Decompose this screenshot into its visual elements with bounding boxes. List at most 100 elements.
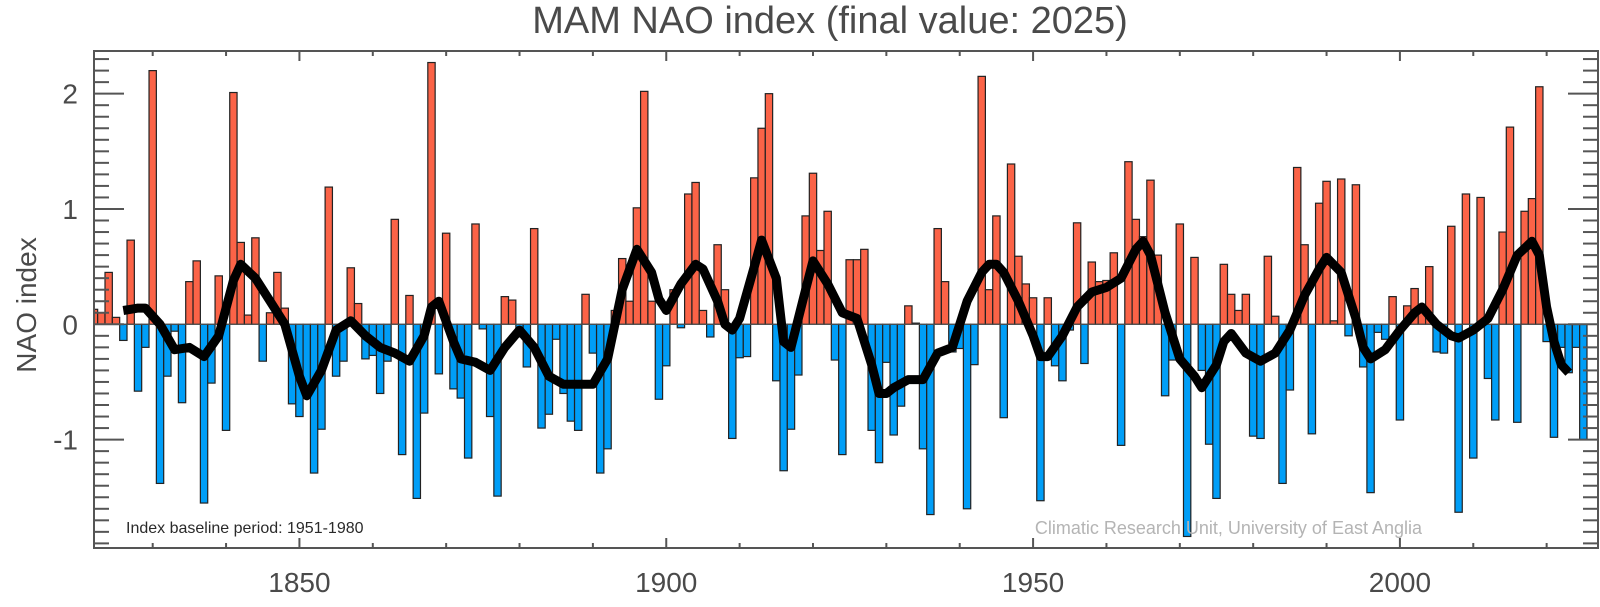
bar-negative <box>1380 323 1390 340</box>
bar-positive <box>500 296 510 325</box>
plot-frame <box>93 50 1599 549</box>
x-tick-label: 1950 <box>1002 567 1064 598</box>
bar-positive <box>940 281 950 325</box>
bar-positive <box>808 172 818 325</box>
smoothed-line <box>122 235 1573 401</box>
y-tick-labels: -1 0 1 2 <box>53 79 78 456</box>
bar-positive <box>1263 255 1273 325</box>
bar-negative <box>375 323 385 395</box>
bar-positive <box>581 293 590 325</box>
bar-negative <box>838 323 847 456</box>
bar-positive <box>1336 178 1346 325</box>
bar-positive <box>405 294 414 325</box>
bar-negative <box>1571 323 1581 348</box>
x-tick-labels: 1850 1900 1950 2000 <box>268 567 1431 598</box>
bar-negative <box>896 323 906 407</box>
bar-positive <box>860 248 869 325</box>
axes-group <box>93 50 1599 549</box>
y-tick-label: -1 <box>53 425 78 456</box>
bar-positive <box>148 70 157 325</box>
bar-positive <box>1461 193 1471 325</box>
bar-positive <box>1190 256 1199 325</box>
bar-negative <box>1344 323 1353 337</box>
bar-negative <box>1197 323 1207 372</box>
bar-negative <box>566 323 576 422</box>
x-tick-label: 1850 <box>268 567 330 598</box>
bar-negative <box>706 323 715 338</box>
bar-negative <box>170 323 179 332</box>
bar-negative <box>970 323 979 366</box>
bar-positive <box>1234 309 1243 325</box>
bar-negative <box>742 323 752 358</box>
y-tick-label: 0 <box>62 309 78 340</box>
bar-positive <box>1226 293 1236 325</box>
y-tick-label: 1 <box>62 194 78 225</box>
bar-positive <box>1476 196 1485 325</box>
bar-negative <box>221 323 231 431</box>
bar-negative <box>155 323 165 485</box>
bar-positive <box>346 267 356 325</box>
bar-positive <box>757 127 766 325</box>
bar-positive <box>1329 320 1339 325</box>
bar-positive <box>625 300 634 325</box>
bar-positive <box>698 309 708 325</box>
bar-negative <box>999 323 1009 419</box>
baseline-annotation: Index baseline period: 1951-1980 <box>126 520 364 537</box>
bar-negative <box>882 323 891 363</box>
bar-negative <box>1248 323 1258 437</box>
bar-negative <box>1469 323 1478 459</box>
bar-negative <box>830 323 840 361</box>
bar-negative <box>258 323 268 362</box>
bar-negative <box>397 323 407 456</box>
bar-negative <box>551 323 561 340</box>
bar-negative <box>434 323 444 375</box>
bar-positive <box>683 193 693 325</box>
x-tick-label: 2000 <box>1369 567 1431 598</box>
bar-positive <box>324 186 334 325</box>
bar-negative <box>962 323 972 510</box>
bar-positive <box>764 93 774 325</box>
bar-positive <box>507 299 517 325</box>
bar-positive <box>1241 293 1251 325</box>
bar-positive <box>1505 126 1515 325</box>
bar-positive <box>1219 263 1229 325</box>
bar-negative <box>119 323 128 342</box>
bar-positive <box>111 316 121 325</box>
y-axis-label: NAO index <box>11 237 42 372</box>
bar-positive <box>1520 210 1529 325</box>
bar-positive <box>1131 218 1141 325</box>
bar-negative <box>889 323 898 436</box>
bar-positive <box>933 227 942 325</box>
bar-positive <box>192 260 201 325</box>
bar-positive <box>104 271 113 325</box>
bar-positive <box>691 181 700 325</box>
bar-negative <box>588 323 598 354</box>
bar-positive <box>647 300 656 325</box>
bar-positive <box>904 305 913 325</box>
bar-negative <box>918 323 928 450</box>
bar-negative <box>676 323 686 329</box>
bar-negative <box>595 323 605 474</box>
bar-positive <box>1175 223 1185 325</box>
bar-negative <box>573 323 583 431</box>
bar-positive <box>639 90 649 325</box>
bar-negative <box>1454 323 1463 513</box>
x-tick-label: 1900 <box>635 567 697 598</box>
bar-negative <box>463 323 473 459</box>
bar-positive <box>427 61 436 325</box>
bar-positive <box>1388 296 1397 325</box>
chart-title: MAM NAO index (final value: 2025) <box>532 0 1128 42</box>
bar-positive <box>1527 198 1537 325</box>
bar-negative <box>1513 323 1522 423</box>
bar-negative <box>654 323 664 400</box>
bar-positive <box>1446 225 1456 325</box>
bar-negative <box>1483 323 1493 380</box>
bar-positive <box>243 314 253 325</box>
bar-negative <box>177 323 187 404</box>
y-tick-label: 2 <box>62 79 78 110</box>
bar-negative <box>133 323 143 392</box>
bar-positive <box>97 312 106 325</box>
bar-negative <box>1256 323 1265 440</box>
bar-negative <box>1373 323 1383 333</box>
bar-positive <box>185 281 194 325</box>
